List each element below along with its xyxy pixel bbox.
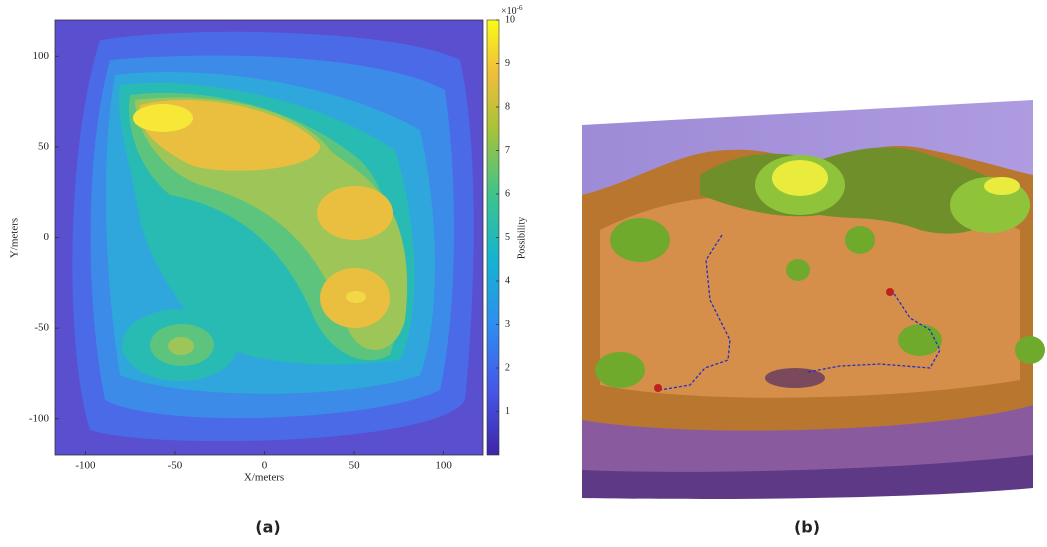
x-tick-label: -50: [168, 460, 183, 472]
y-tick-label: 50: [38, 140, 50, 152]
exponent-power: -6: [517, 4, 523, 12]
x-tick-label: 0: [262, 460, 268, 472]
x-tick-label: -100: [75, 460, 96, 472]
colorbar-tick-label: 5: [505, 232, 510, 243]
colorbar-tick-label: 2: [505, 362, 510, 373]
colorbar-tick-label: 4: [505, 275, 510, 286]
colorbar-tick-label: 6: [505, 188, 510, 199]
colorbar-tick-label: 8: [505, 101, 510, 112]
x-tick-label: 50: [349, 460, 361, 472]
x-axis-label: X/meters: [244, 472, 284, 484]
figure: X/meters Y/meters Possibility ×10-6 (a) …: [0, 0, 1047, 547]
terrain-render: [582, 100, 1045, 499]
colorbar-tick-label: 3: [505, 319, 510, 330]
caption: (b): [794, 518, 820, 537]
colorbar-label: Possibility: [516, 217, 527, 259]
x-tick-label: 100: [435, 460, 452, 472]
y-tick-label: -50: [34, 322, 49, 334]
contour-field: [55, 20, 483, 455]
caption: (a): [255, 518, 280, 537]
colorbar-tick-label: 7: [505, 145, 510, 156]
y-tick-label: 0: [44, 231, 50, 243]
y-axis-label: Y/meters: [9, 218, 21, 258]
colorbar-tick-label: 1: [505, 406, 510, 417]
colorbar-tick-label: 9: [505, 58, 510, 69]
colorbar-tick-label: 10: [505, 14, 515, 25]
y-tick-label: 100: [33, 50, 50, 62]
y-tick-label: -100: [29, 412, 50, 424]
